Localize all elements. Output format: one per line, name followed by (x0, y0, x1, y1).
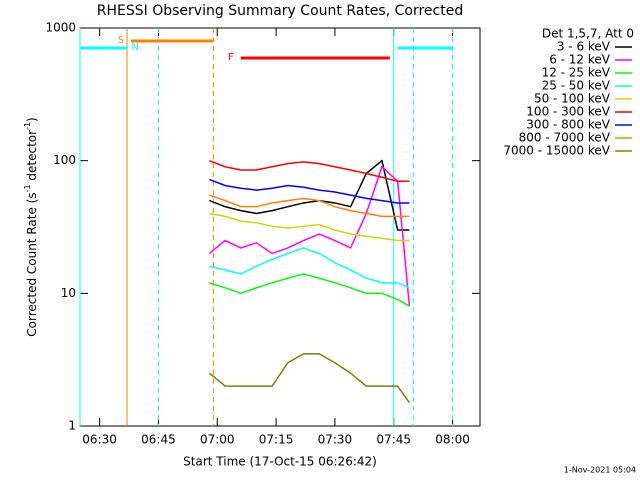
legend-label: 12 - 25 keV (542, 66, 611, 80)
legend-label: 3 - 6 keV (557, 40, 611, 54)
x-tick-label: 08:00 (435, 433, 470, 447)
series-line (209, 247, 410, 289)
y-axis-label: Corrected Count Rate (s-1 detector-1) (23, 117, 39, 336)
legend-title: Det 1,5,7, Att 0 (542, 27, 634, 41)
series-line (209, 273, 410, 307)
x-tick-label: 07:45 (376, 433, 411, 447)
legend-label: 100 - 300 keV (526, 105, 610, 119)
series-line (209, 159, 410, 182)
legend-label: 7000 - 15000 keV (503, 144, 610, 158)
series-line (208, 353, 411, 404)
legend-label: 800 - 7000 keV (519, 131, 611, 145)
y-tick-label: 100 (53, 153, 76, 167)
series-line (209, 212, 410, 242)
x-tick-label: 07:30 (318, 433, 353, 447)
y-tick-label: 1000 (45, 21, 76, 35)
legend-label: 50 - 100 keV (534, 92, 611, 106)
y-tick-label: 1 (68, 419, 76, 433)
chart-title: RHESSI Observing Summary Count Rates, Co… (97, 3, 463, 19)
y-label-part: detector (25, 130, 39, 185)
legend-label: 25 - 50 keV (542, 79, 611, 93)
flag-label: S (118, 35, 124, 46)
legend-label: 300 - 800 keV (526, 118, 610, 132)
flag-label: F (228, 52, 234, 63)
series-line (209, 159, 410, 231)
series-line (208, 165, 411, 307)
y-label-part: Corrected Count Rate (s (25, 192, 39, 336)
flag-label: N (131, 42, 138, 53)
x-tick-label: 06:30 (82, 433, 117, 447)
x-axis-label: Start Time (17-Oct-15 06:26:42) (183, 455, 377, 469)
timestamp: 1-Nov-2021 05:04 (564, 466, 636, 475)
y-label-sup: -1 (23, 184, 32, 192)
y-label-sup: -1 (23, 122, 32, 130)
series-line (209, 194, 410, 218)
x-tick-label: 07:15 (259, 433, 294, 447)
x-tick-label: 06:45 (141, 433, 176, 447)
series-line (209, 178, 410, 204)
legend-label: 6 - 12 keV (549, 53, 611, 67)
y-tick-label: 10 (61, 286, 76, 300)
y-label-part: ) (25, 117, 39, 122)
x-tick-label: 07:00 (200, 433, 235, 447)
